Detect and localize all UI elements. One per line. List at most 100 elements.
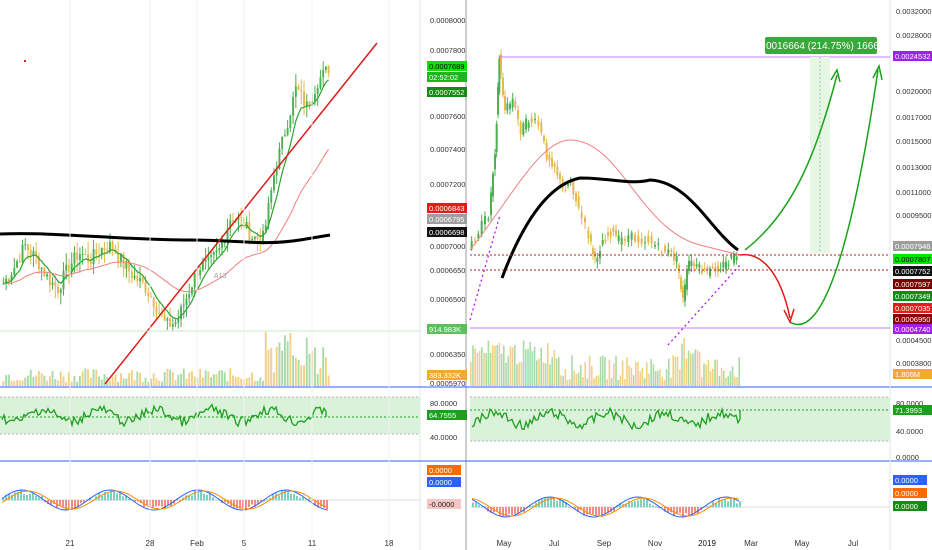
candle-body: [92, 249, 95, 264]
volume-bar: [180, 373, 182, 386]
macd-histogram-bar: [212, 497, 214, 501]
candle-body: [264, 225, 267, 231]
volume-bar: [560, 375, 562, 386]
right-rsi-pane[interactable]: [470, 396, 890, 442]
candle-body: [477, 233, 480, 239]
volume-bar: [253, 381, 256, 386]
macd-badge-bg: [893, 475, 927, 485]
macd-histogram-bar: [724, 499, 726, 508]
candle-body: [13, 267, 16, 275]
candle-body: [278, 148, 281, 169]
candle-body: [144, 281, 147, 293]
macd-histogram-bar: [8, 494, 10, 501]
price-badge-bg: [427, 370, 467, 380]
rsi-band: [0, 397, 420, 434]
macd-histogram-bar: [164, 500, 166, 509]
candle-body: [174, 322, 177, 325]
volume-bar: [714, 359, 716, 386]
volume-bar: [641, 367, 644, 386]
macd-histogram-bar: [676, 507, 678, 514]
volume-bar: [648, 373, 650, 386]
price-badge-bg: [427, 72, 467, 82]
candle-body: [688, 260, 690, 272]
volume-bar: [551, 357, 553, 386]
candle-body: [506, 103, 509, 111]
volume-bar: [547, 343, 549, 386]
candle-body: [166, 318, 169, 321]
volume-bar: [736, 377, 738, 386]
volume-bar: [54, 379, 57, 386]
volume-bar: [289, 332, 292, 386]
candle-body: [89, 261, 92, 264]
macd-histogram-bar: [317, 500, 319, 508]
volume-bar: [615, 355, 617, 386]
volume-bar: [657, 370, 659, 386]
volume-bar: [62, 376, 65, 386]
right-macd-pane[interactable]: [470, 496, 890, 518]
price-badge-bg: [427, 214, 467, 224]
volume-bar: [182, 368, 185, 386]
price-tick-label: 0.0007400: [430, 145, 465, 154]
candle-body: [559, 173, 561, 179]
volume-bar: [278, 342, 281, 386]
volume-bar: [59, 371, 62, 386]
volume-bar: [489, 353, 492, 386]
candle-body: [229, 220, 232, 230]
volume-bar: [685, 358, 688, 386]
volume-bar: [70, 381, 73, 386]
volume-bar: [324, 357, 327, 386]
candle-body: [596, 257, 599, 262]
candle-body: [193, 273, 196, 288]
candle-body: [297, 86, 300, 91]
volume-bar: [723, 370, 725, 386]
volume-bar: [498, 342, 501, 386]
macd-badge: 0.0000: [429, 478, 452, 487]
green-projection-arrow: [789, 69, 879, 326]
macd-histogram-bar: [589, 507, 591, 514]
candle-body: [35, 251, 38, 257]
candle-body: [686, 270, 688, 290]
macd-histogram-bar: [152, 500, 154, 508]
left-rsi-pane[interactable]: [0, 396, 420, 435]
price-tick-label: 0.0005970: [430, 379, 465, 388]
price-badge: 0.0007689: [429, 62, 464, 71]
volume-bar: [637, 361, 639, 386]
candle-body: [128, 262, 131, 272]
macd-histogram-bar: [14, 492, 16, 501]
volume-bar: [492, 345, 494, 386]
macd-histogram-bar: [715, 503, 717, 508]
macd-histogram-bar: [263, 500, 265, 502]
candle-body: [511, 99, 514, 108]
macd-histogram-bar: [161, 500, 163, 507]
macd-histogram-bar: [511, 507, 513, 515]
macd-histogram-bar: [290, 493, 292, 501]
macd-histogram-bar: [679, 507, 681, 513]
candle-body: [21, 244, 24, 263]
candle-body: [87, 254, 90, 262]
candle-body: [37, 256, 40, 270]
volume-bar: [155, 378, 158, 386]
volume-bar: [575, 373, 578, 386]
right-price-pane[interactable]: [469, 49, 890, 386]
volume-bar: [569, 379, 571, 386]
volume-bar: [5, 375, 8, 386]
macd-histogram-bar: [550, 497, 552, 508]
macd-histogram-bar: [305, 499, 307, 501]
macd-histogram-bar: [574, 507, 576, 509]
macd-histogram-bar: [104, 492, 106, 501]
volume-bar: [483, 352, 485, 386]
measurement-label[interactable]: 0.0016664 (214.75%) 16664: [758, 37, 885, 54]
macd-histogram-bar: [278, 495, 280, 501]
volume-bar: [474, 348, 476, 386]
candle-body: [65, 264, 68, 271]
rsi-tick-label: 40.0000: [896, 427, 923, 436]
red-projection-arrow: [739, 253, 791, 319]
macd-badge: 0.0000: [429, 466, 452, 475]
volume-bar: [267, 349, 270, 386]
macd-histogram-bar: [26, 494, 28, 501]
price-badge-bg: [427, 61, 467, 71]
volume-bar: [207, 371, 210, 386]
candle-body: [719, 269, 722, 271]
candle-body: [695, 264, 698, 267]
volume-bar: [544, 363, 547, 386]
